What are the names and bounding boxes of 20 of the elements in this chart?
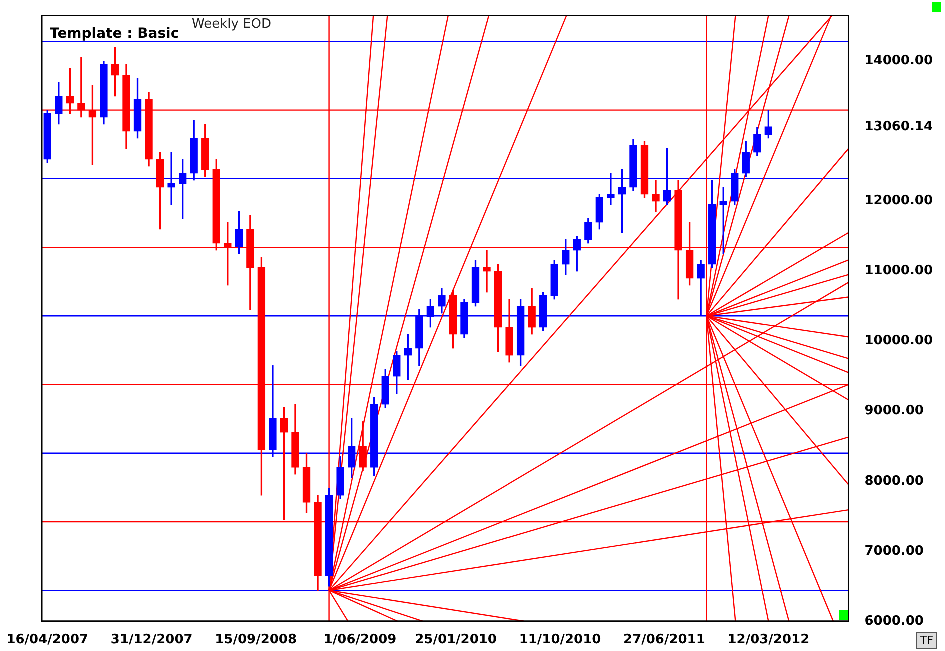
x-tick-label: 31/12/2007 [110, 632, 193, 648]
x-tick-label: 1/06/2009 [324, 632, 397, 648]
y-tick-label: 11000.00 [864, 264, 934, 279]
y-tick-label: 14000.00 [864, 54, 934, 69]
y-tick-label: 10000.00 [864, 334, 934, 349]
y-tick-label: 9000.00 [864, 404, 924, 419]
x-tick-label: 27/06/2011 [624, 632, 706, 648]
text: Template : Basic [50, 26, 180, 42]
x-tick-label: 16/04/2007 [6, 632, 89, 648]
y-tick-label: 6000.00 [864, 614, 924, 629]
text: TF [919, 634, 934, 647]
x-tick-label: 15/09/2008 [215, 632, 297, 648]
y-tick-label: 7000.00 [864, 544, 924, 559]
x-tick-label: 12/03/2012 [728, 632, 810, 648]
x-tick-label: 25/01/2010 [415, 632, 497, 648]
y-tick-label: 12000.00 [864, 194, 934, 209]
y-tick-label: 8000.00 [864, 474, 924, 489]
x-tick-label: 11/10/2010 [519, 632, 602, 648]
chart-subtitle: Weekly EOD [192, 16, 272, 32]
y-tick-label: 13060.14 [864, 119, 934, 134]
